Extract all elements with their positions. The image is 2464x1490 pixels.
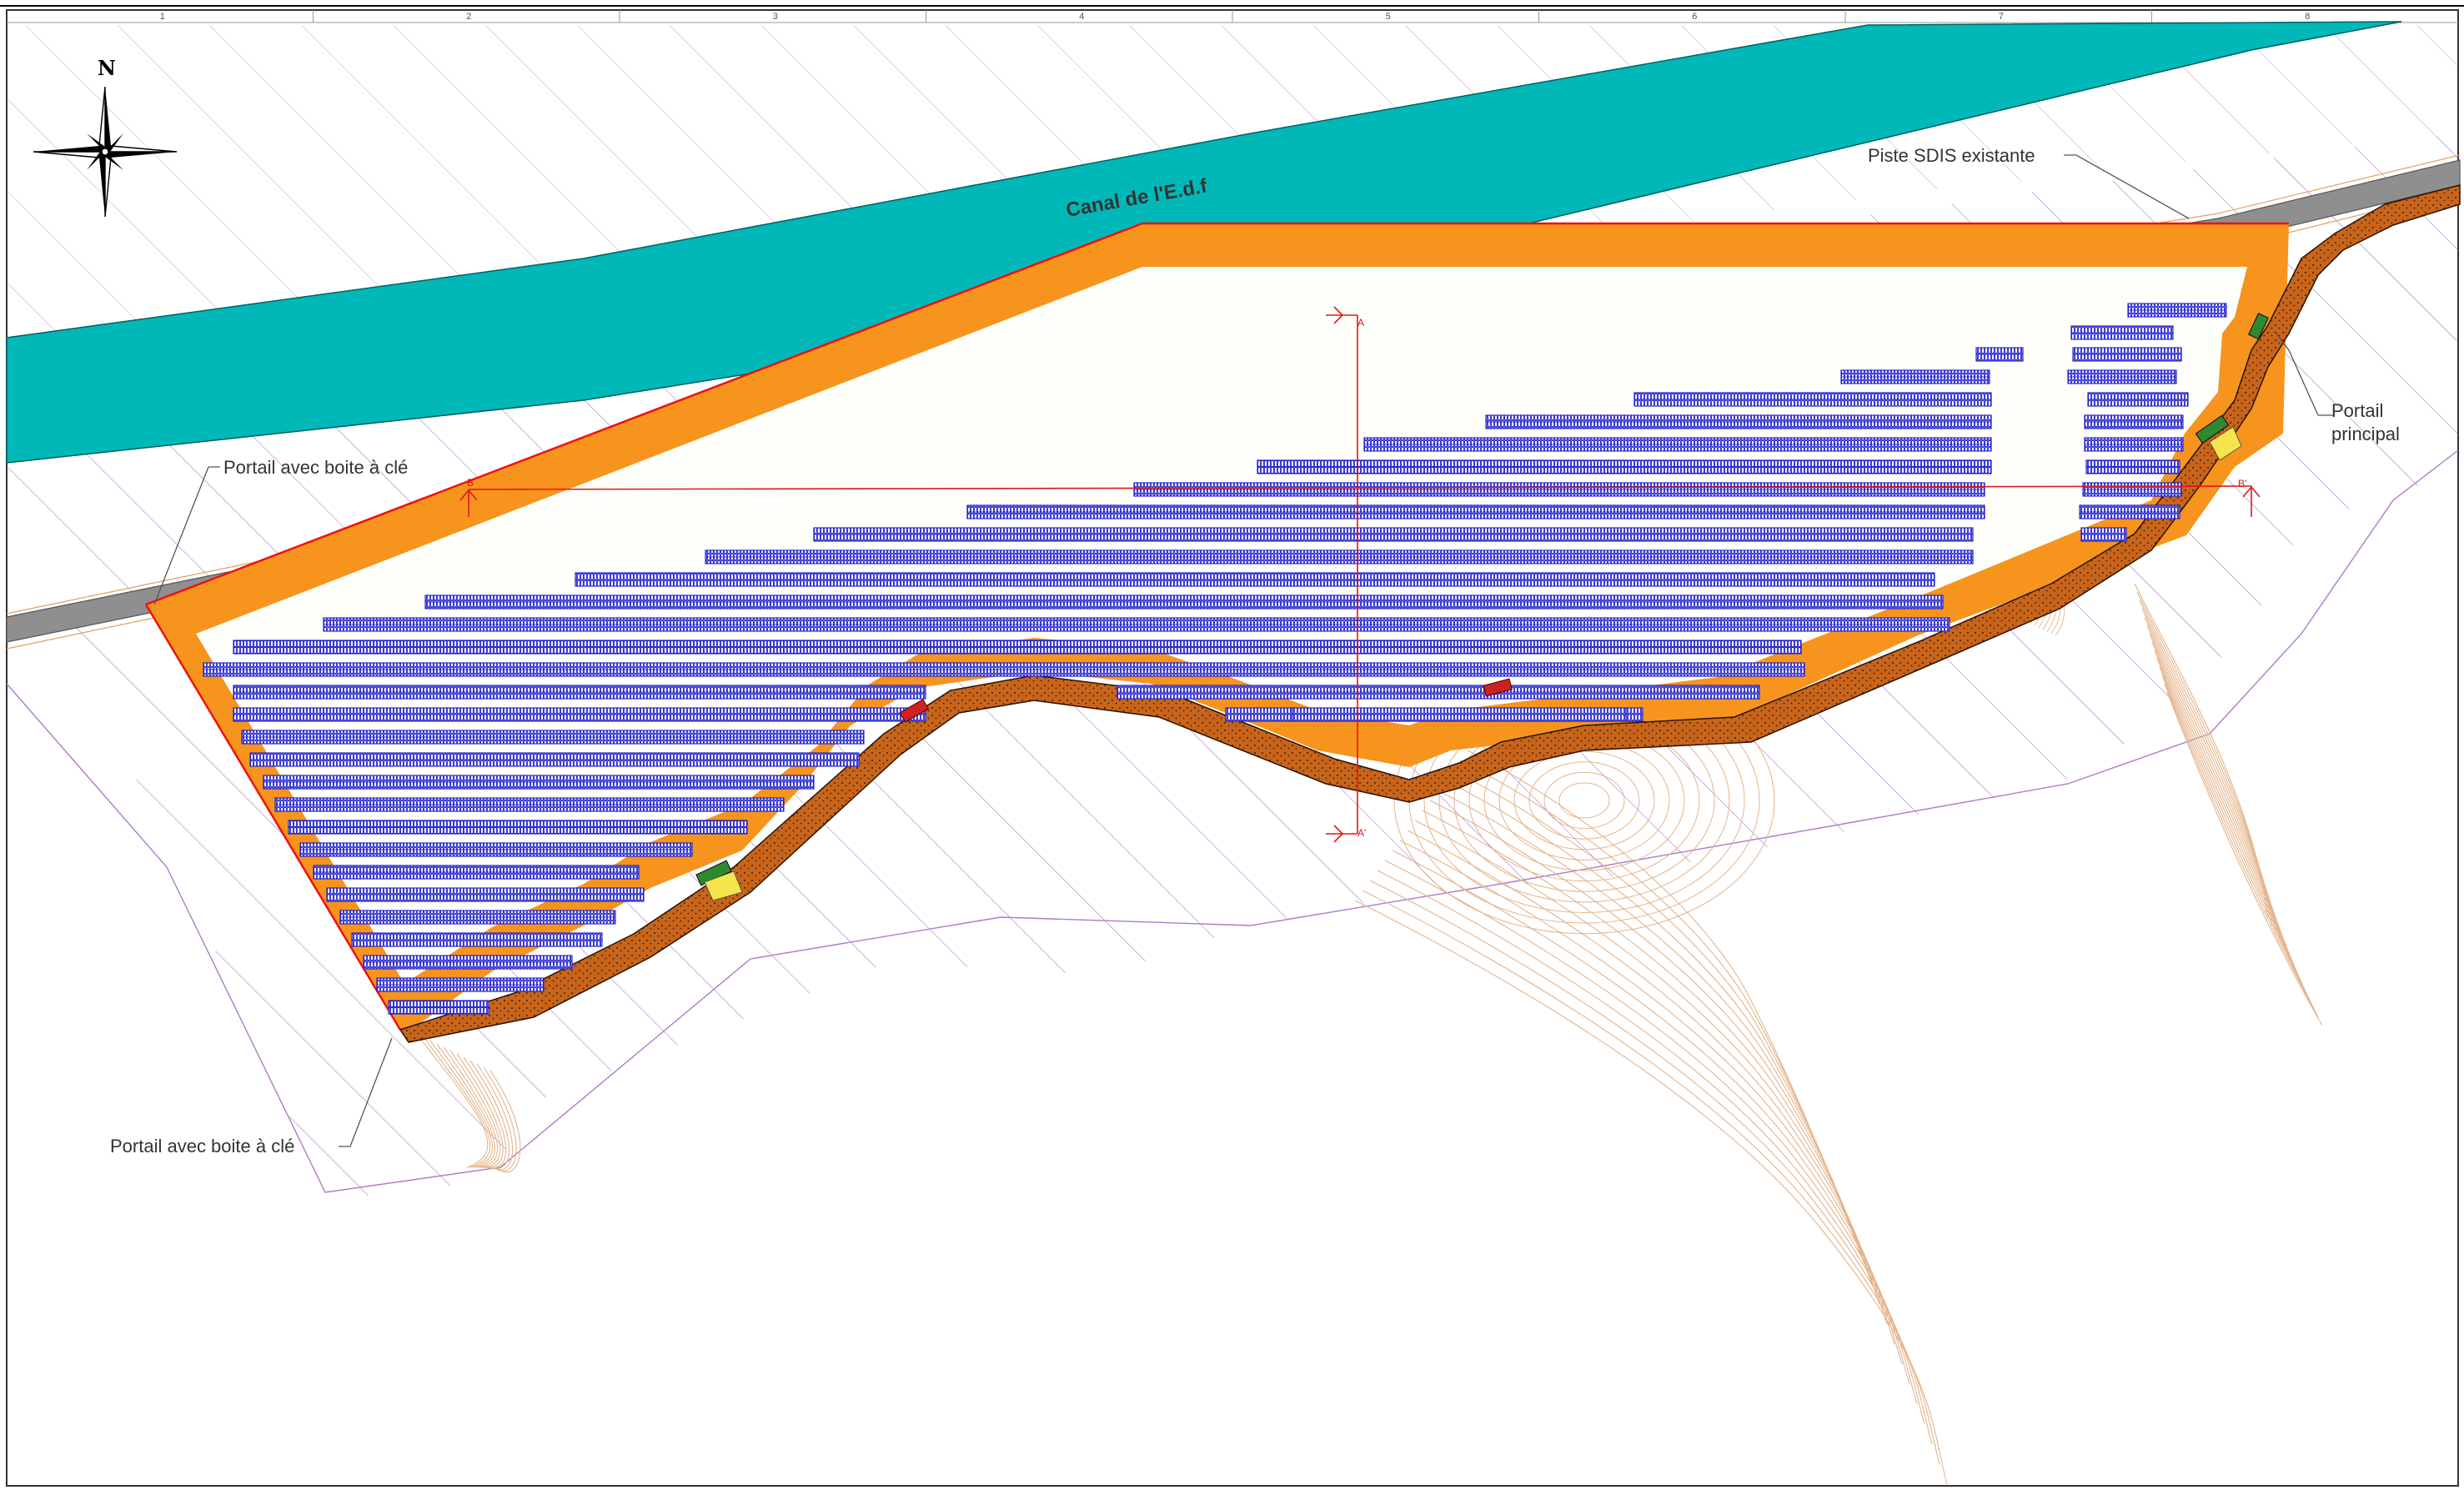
pv-row <box>2127 303 2227 318</box>
north-label: N <box>98 56 116 80</box>
piste-sdis-label: Piste SDIS existante <box>1868 145 2035 166</box>
pv-row <box>233 640 1802 655</box>
parking-area-icon <box>2209 426 2242 461</box>
pv-row <box>1257 459 1992 474</box>
pv-row <box>1975 347 2024 362</box>
pv-row <box>249 752 860 767</box>
pv-row <box>1133 482 1985 497</box>
pv-row <box>2080 527 2127 542</box>
pv-row <box>2087 392 2189 407</box>
section-label-b: B <box>467 477 474 489</box>
grid-number: 8 <box>2305 12 2310 22</box>
pv-row <box>1117 685 1760 700</box>
pv-row <box>326 887 645 902</box>
section-lines: A A' B B' <box>459 306 2261 843</box>
section-label-b-prime: B' <box>2238 478 2246 489</box>
pv-row <box>1840 369 1990 384</box>
access-road <box>399 184 2461 1043</box>
annotations: Piste SDIS existante Portail avec boite … <box>110 145 2400 1156</box>
pv-row <box>376 977 544 992</box>
delivery-station-icon <box>2195 414 2230 444</box>
section-label-a: A <box>1357 317 1364 329</box>
pv-row <box>233 685 926 700</box>
pv-row <box>1292 707 1627 722</box>
pv-panel-rows <box>203 303 2227 1015</box>
site-equipment <box>695 313 2269 901</box>
pv-row <box>323 617 1950 632</box>
pv-row <box>339 910 616 925</box>
delivery-station-icon <box>2247 313 2269 340</box>
grid-ruler: 1 2 3 4 5 6 7 8 <box>160 10 2310 23</box>
portail-sw-label: Portail avec boite à clé <box>110 1136 294 1156</box>
pv-row <box>1485 414 1992 429</box>
pv-row <box>2070 325 2174 340</box>
grid-number: 2 <box>466 12 471 22</box>
pv-row <box>233 707 926 722</box>
grid-number: 5 <box>1386 12 1391 22</box>
pv-row <box>351 932 603 947</box>
pv-row <box>203 662 1805 677</box>
grid-number: 7 <box>1999 12 2004 22</box>
grid-number: 1 <box>160 12 165 22</box>
portail-nw-label: Portail avec boite à clé <box>223 457 408 478</box>
pv-row <box>813 527 1974 542</box>
pv-row <box>1363 437 1992 452</box>
pv-row <box>274 797 785 812</box>
pv-row <box>705 549 1974 564</box>
parking-area-icon <box>704 870 743 901</box>
pv-row <box>241 730 865 745</box>
drawing-frame: 1 2 3 4 5 6 7 8 <box>0 5 2464 1487</box>
pv-row <box>288 820 748 835</box>
pv-row <box>2084 437 2184 452</box>
pv-row <box>2072 347 2182 362</box>
pv-row <box>424 594 1944 610</box>
pv-row <box>2085 459 2180 474</box>
portail-principal-label-line1: Portail <box>2331 400 2383 421</box>
transformer-station-icon <box>1483 678 1513 697</box>
north-arrow-icon: N <box>33 56 178 218</box>
grid-number: 6 <box>1692 12 1697 22</box>
section-line-bb <box>468 485 2252 490</box>
pv-row <box>313 865 640 880</box>
pv-row <box>2079 504 2180 519</box>
pv-row <box>2084 414 2184 429</box>
pv-row <box>363 955 573 970</box>
grid-number: 3 <box>773 12 778 22</box>
pv-row <box>966 504 1985 519</box>
pv-row <box>575 572 1935 587</box>
pv-row <box>299 842 693 857</box>
pv-row <box>2082 482 2182 497</box>
pv-row <box>263 775 815 790</box>
portail-principal-label-line2: principal <box>2331 424 2400 444</box>
section-label-a-prime: A' <box>1357 827 1366 839</box>
pv-row <box>388 1000 489 1015</box>
pv-row <box>2067 369 2177 384</box>
pv-row <box>1633 392 1992 407</box>
grid-number: 4 <box>1079 12 1084 22</box>
transformer-station-icon <box>899 699 930 723</box>
